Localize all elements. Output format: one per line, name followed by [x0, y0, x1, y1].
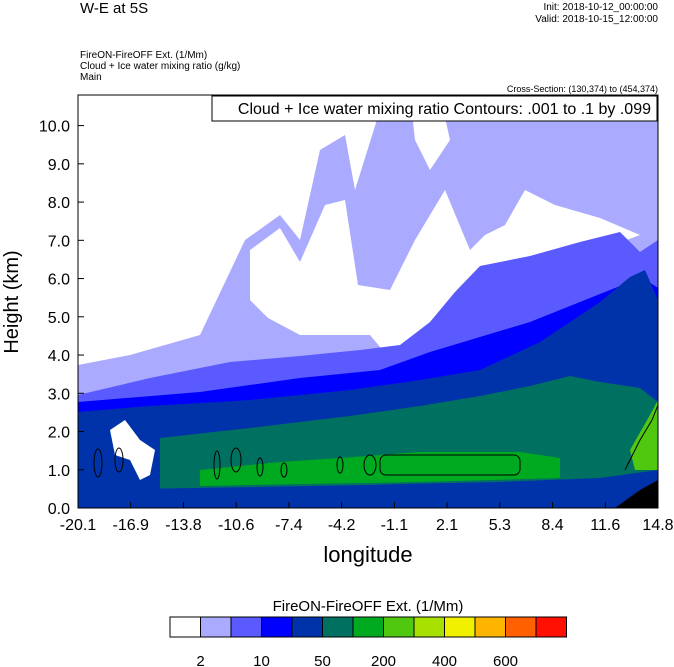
x-tick-label: 2.1 — [436, 517, 458, 534]
field-2: Cloud + Ice water mixing ratio (g/kg) — [80, 61, 241, 72]
colorbar-swatch — [474, 616, 506, 638]
x-tick-label: -10.6 — [218, 517, 255, 534]
colorbar-label: 600 — [493, 653, 518, 667]
contour-line — [256, 457, 264, 477]
cross-section-label: Cross-Section: (130,374) to (454,374) — [506, 84, 658, 94]
y-tick-label: 6.0 — [48, 272, 70, 289]
colorbar-swatch — [535, 616, 567, 638]
y-tick-label: 0.0 — [48, 501, 70, 518]
x-tick-label: 11.6 — [590, 517, 620, 534]
x-tick-label: -13.8 — [165, 517, 202, 534]
y-tick-label: 4.0 — [48, 348, 70, 365]
white-patch-left — [110, 420, 155, 480]
y-tick-label: 9.0 — [48, 157, 70, 174]
x-tick-label: 8.4 — [541, 517, 563, 534]
x-tick-label: -20.1 — [60, 517, 97, 534]
init-time: Init: 2018-10-12_00:00:00 — [543, 2, 658, 13]
contour-line — [114, 447, 124, 473]
contour-line — [213, 450, 221, 480]
x-tick-label: 5.3 — [489, 517, 511, 534]
colorbar-swatch — [291, 616, 323, 638]
colorbar-label: 50 — [314, 653, 331, 667]
contour-info: Cloud + Ice water mixing ratio Contours:… — [238, 101, 651, 118]
x-tick-label: -16.9 — [112, 517, 149, 534]
field-list: FireON-FireOFF Ext. (1/Mm) Cloud + Ice w… — [80, 50, 240, 83]
filled-contours — [78, 95, 658, 508]
x-tick-label: -7.4 — [275, 517, 303, 534]
colorbar-swatch — [230, 616, 262, 638]
contour-line — [336, 456, 344, 474]
colorbar-swatch — [413, 616, 445, 638]
colorbar-label: 10 — [253, 653, 270, 667]
colorbar-swatch — [169, 616, 201, 638]
colorbar-label: 2 — [196, 653, 204, 667]
contour-line — [93, 448, 103, 478]
contour-line — [379, 454, 521, 476]
colorbar-label: 200 — [371, 653, 396, 667]
plot-frame — [77, 94, 659, 509]
y-tick-label: 7.0 — [48, 233, 70, 250]
x-tick-label: -1.1 — [381, 517, 409, 534]
y-tick-label: 2.0 — [48, 425, 70, 442]
time-info: Init: 2018-10-12_00:00:00 Valid: 2018-10… — [535, 2, 658, 26]
contour-info-box — [211, 95, 658, 122]
cloud-contours — [93, 404, 658, 480]
y-tick-label: 5.0 — [48, 310, 70, 327]
x-tick-label: -4.2 — [328, 517, 356, 534]
field-3: Main — [80, 72, 102, 83]
contour-line — [624, 404, 658, 471]
contour-line — [280, 462, 288, 478]
valid-time: Valid: 2018-10-15_12:00:00 — [535, 14, 658, 25]
colorbar: 2 10 50 200 400 600 — [169, 616, 567, 667]
colorbar-swatch — [352, 616, 384, 638]
x-axis: -20.1 -16.9 -13.8 -10.6 -7.4 -4.2 -1.1 2.1 5.3 8.… — [60, 502, 674, 534]
colorbar-title: FireON-FireOFF Ext. (1/Mm) — [273, 598, 464, 615]
contour-hole-white — [250, 190, 640, 365]
colorbar-swatch — [261, 616, 293, 638]
colorbar-swatch — [383, 616, 415, 638]
y-tick-label: 1.0 — [48, 463, 70, 480]
y-axis: 0.0 1.0 2.0 3.0 4.0 5.0 6.0 7.0 8.0 9.0 10.0 — [39, 119, 84, 518]
plot-title: W-E at 5S — [80, 0, 149, 17]
contour-line — [363, 454, 377, 476]
colorbar-swatch — [200, 616, 232, 638]
x-axis-label: longitude — [323, 542, 412, 567]
contour-fill-blue-bottom — [78, 480, 658, 508]
contour-fill-green-2 — [630, 400, 658, 470]
x-tick-label: 14.8 — [642, 517, 673, 534]
y-axis-label: Height (km) — [1, 250, 23, 353]
colorbar-swatch — [444, 616, 476, 638]
colorbar-swatch — [322, 616, 354, 638]
colorbar-swatch — [505, 616, 537, 638]
y-tick-label: 8.0 — [48, 195, 70, 212]
y-tick-label: 10.0 — [39, 119, 70, 136]
colorbar-label: 400 — [432, 653, 457, 667]
y-tick-label: 3.0 — [48, 386, 70, 403]
terrain-black — [615, 480, 658, 508]
contour-line — [230, 447, 242, 473]
field-1: FireON-FireOFF Ext. (1/Mm) — [80, 50, 208, 61]
